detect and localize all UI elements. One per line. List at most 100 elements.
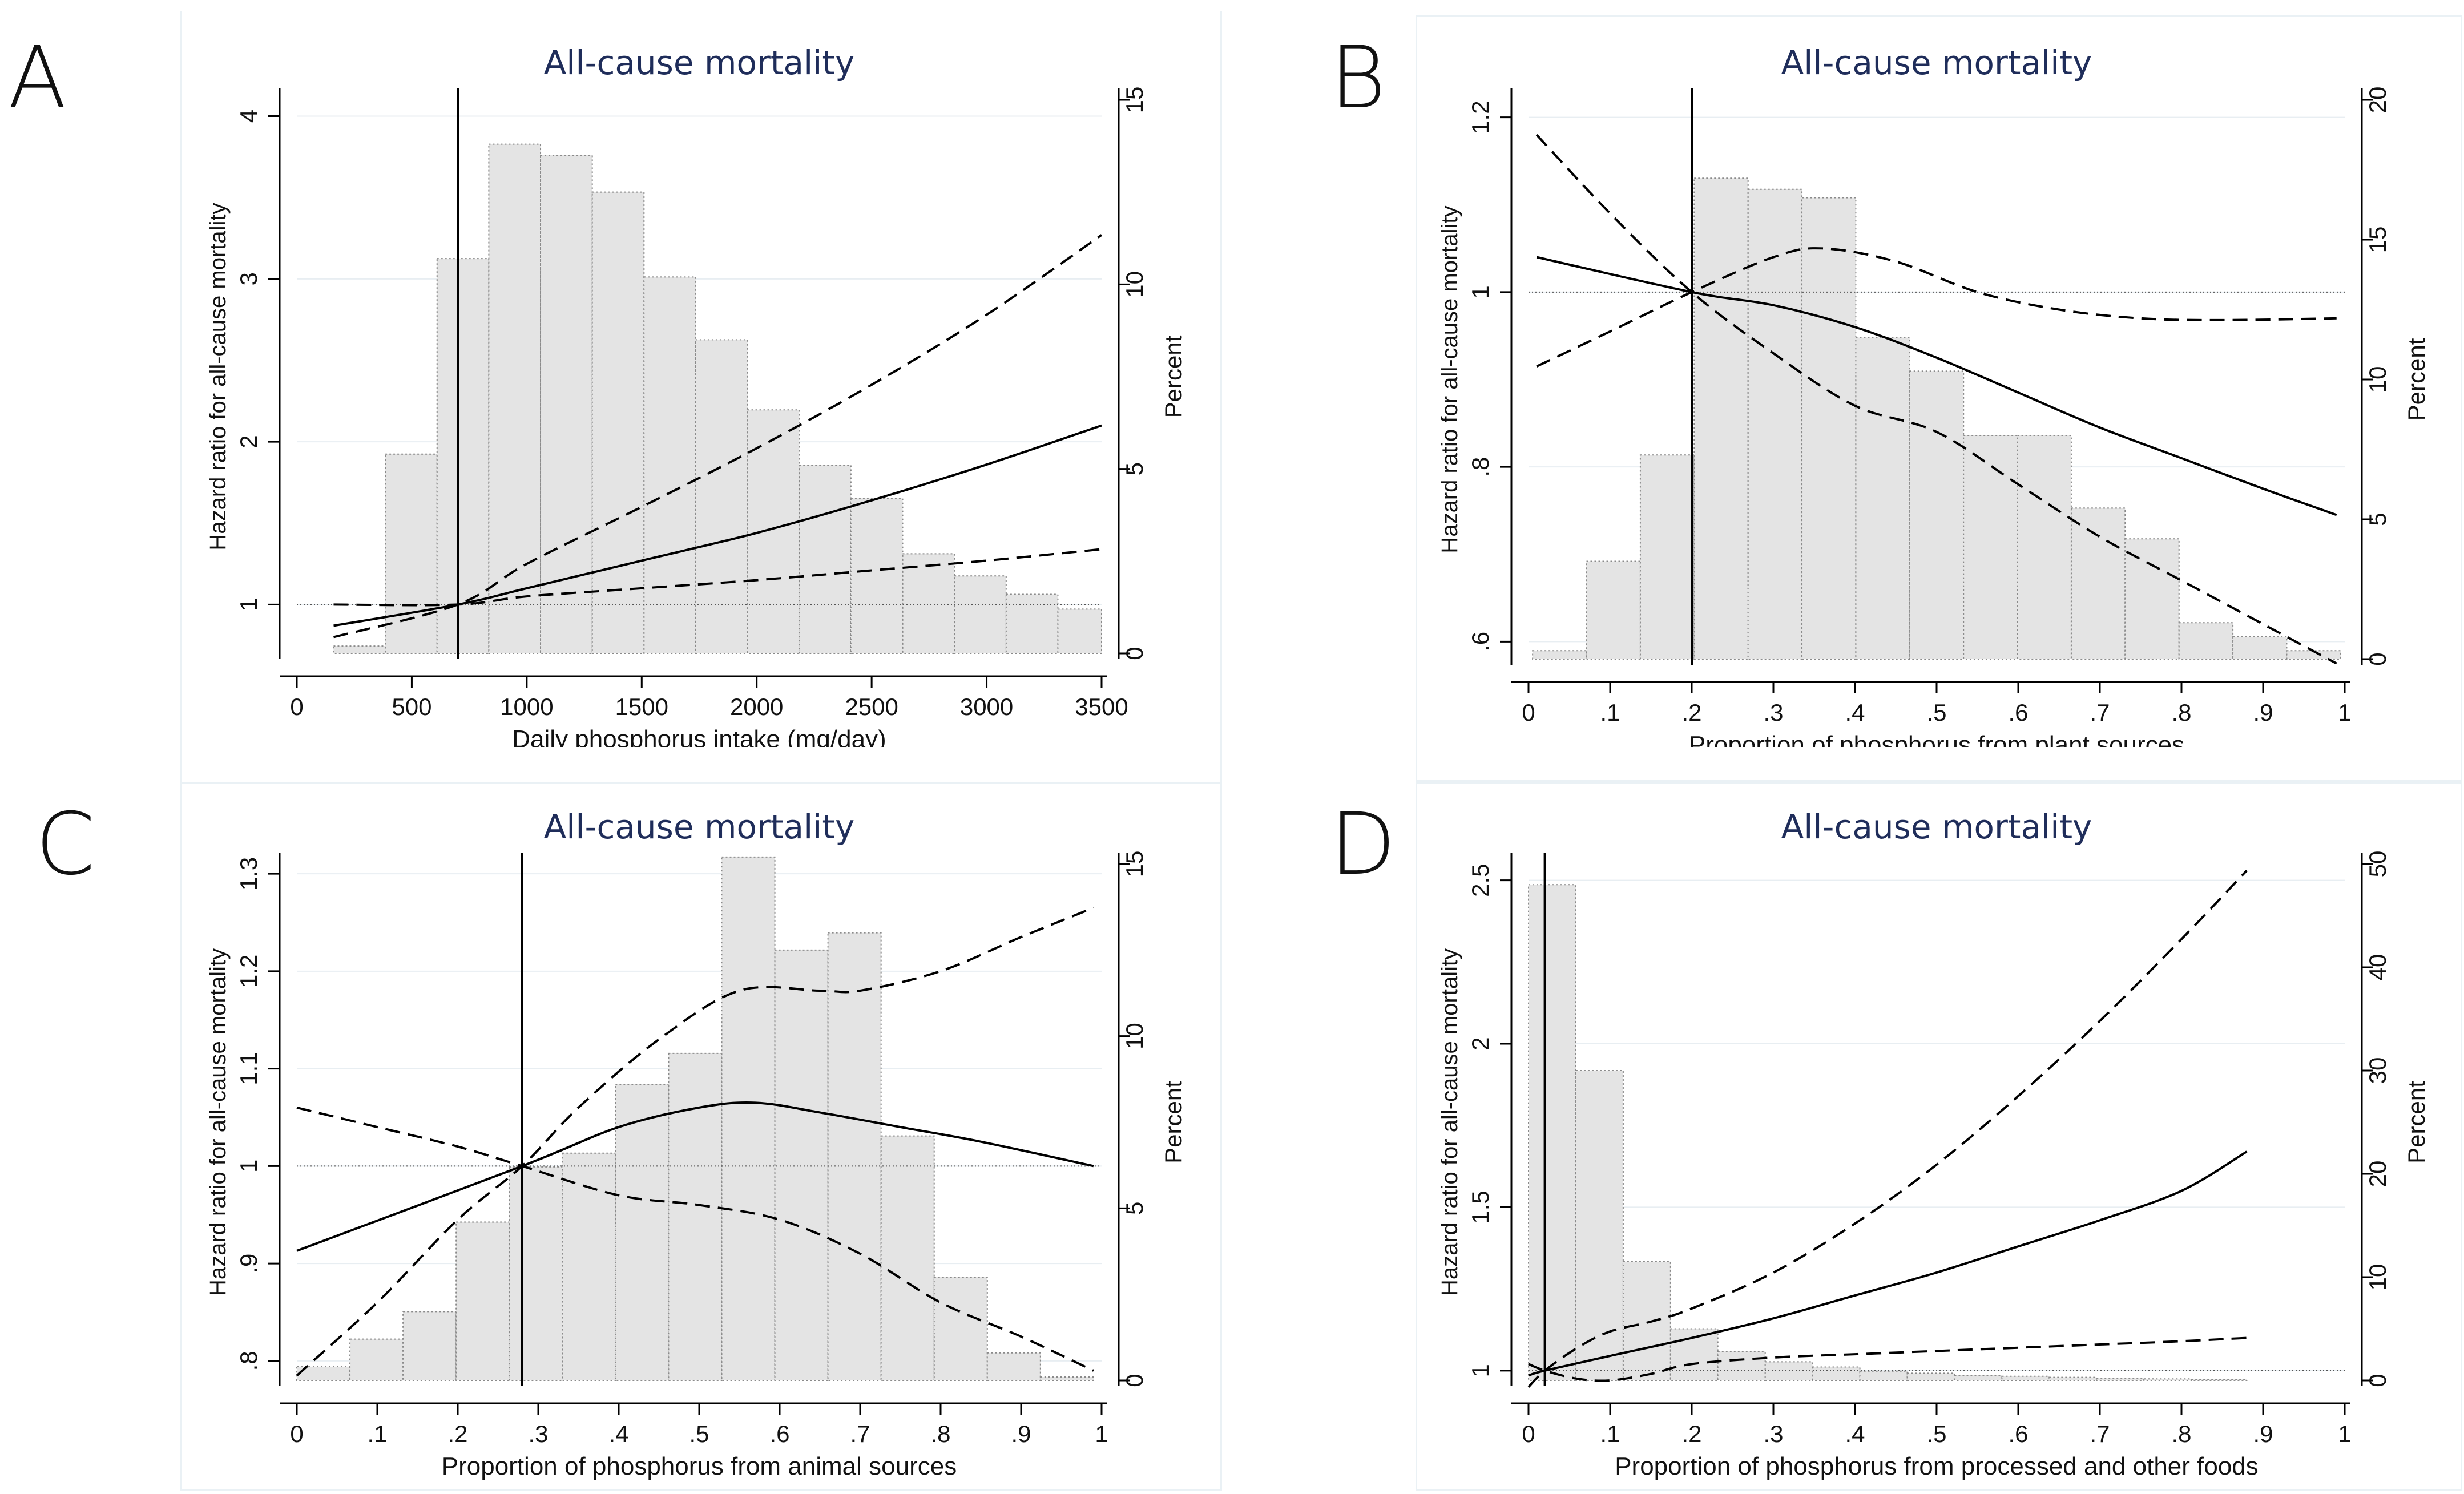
panel-d-frame xyxy=(1416,782,2462,1491)
y-tick-label: .9 xyxy=(235,1254,262,1274)
histogram-bar xyxy=(902,553,955,655)
histogram-bar xyxy=(2232,636,2288,660)
ci-curve xyxy=(1527,870,2248,1388)
y2-tick-label: 10 xyxy=(1121,271,1148,298)
x-tick-label: 0 xyxy=(290,1420,303,1447)
y-tick-label: 1 xyxy=(1467,1364,1494,1377)
histogram-bar xyxy=(721,856,776,1381)
histogram-bar xyxy=(1639,454,1695,660)
y-tick-label: .6 xyxy=(1467,632,1494,652)
x-tick-label: 1 xyxy=(1095,1420,1108,1447)
y2-tick-label: 10 xyxy=(1121,1023,1148,1049)
hazard-ratio-curve xyxy=(1536,256,2337,516)
chart-title: All-cause mortality xyxy=(1781,43,2092,82)
y-axis-label: Hazard ratio for all-cause mortality xyxy=(205,203,231,550)
y-tick-label: 1.3 xyxy=(235,857,262,890)
histogram-bar xyxy=(986,1352,1041,1381)
x-tick-label: 0 xyxy=(290,693,303,720)
panel-b-chart: 0 .1 .2 .3 .4 .5 .6 .7 .8 .9 1 .6 .8 1 1.2 0 5 10 15 20 All-… xyxy=(1437,43,2430,747)
hazard-ratio-curve xyxy=(333,424,1102,627)
y2-tick-label: 0 xyxy=(2364,1374,2391,1387)
x-tick-label: 0 xyxy=(1522,699,1535,726)
chart-title: All-cause mortality xyxy=(544,43,855,82)
y-tick-label: 1.2 xyxy=(1467,100,1494,134)
ci-curve xyxy=(333,548,1102,607)
ci-curve xyxy=(1528,1336,2247,1382)
panel-a: A 0 500 1000 1500 2000 2500 3000 3500 1 2 3 4 0 5 10 15… xyxy=(0,0,1232,783)
histogram-bar xyxy=(540,155,593,654)
chart-title: All-cause mortality xyxy=(1781,807,2092,846)
panel-c: C 0 .1 .2 .3 .4 .5 .6 .7 .8 .9 1 .8 .9 1 1.1 1.2 1.3 0 5 10… xyxy=(0,747,1232,1494)
x-axis-label: Proportion of phosphorus from plant sour… xyxy=(1689,731,2184,747)
histogram-bar xyxy=(2001,1375,2050,1382)
histogram-bar xyxy=(2286,650,2341,660)
histogram-bar xyxy=(880,1135,935,1382)
histogram-bar xyxy=(2178,622,2234,660)
hazard-ratio-curve xyxy=(296,1101,1094,1252)
x-axis-label: Proportion of phosphorus from processed … xyxy=(1615,1452,2259,1480)
histogram-bar xyxy=(591,191,645,654)
histogram-bar xyxy=(1717,1351,1766,1381)
histogram-bar xyxy=(1528,884,1576,1381)
ci-curve xyxy=(333,234,1103,639)
x-tick-label: 3500 xyxy=(1075,693,1128,720)
x-tick-label: .7 xyxy=(2090,699,2110,726)
ci-curve xyxy=(1535,134,2337,665)
x-tick-label: .4 xyxy=(1845,699,1865,726)
histogram-bar xyxy=(333,645,386,654)
ci-curve xyxy=(1536,247,2337,368)
y2-tick-label: 30 xyxy=(2364,1057,2391,1084)
histogram-bar xyxy=(2096,1378,2145,1382)
y-tick-label: .8 xyxy=(1467,457,1494,477)
x-tick-label: .9 xyxy=(2253,699,2273,726)
histogram-bar xyxy=(799,465,852,654)
x-tick-label: .8 xyxy=(2171,1420,2191,1447)
histogram-bar xyxy=(1532,650,1587,660)
histogram-bar xyxy=(385,453,438,654)
x-tick-label: .7 xyxy=(850,1420,870,1447)
panel-a-letter: A xyxy=(8,29,67,128)
x-tick-label: 1 xyxy=(2338,699,2351,726)
x-tick-label: .5 xyxy=(1926,699,1946,726)
x-tick-label: .2 xyxy=(1681,699,1701,726)
x-tick-label: .6 xyxy=(2008,699,2028,726)
x-tick-label: 3000 xyxy=(960,693,1013,720)
y-axis-label: Hazard ratio for all-cause mortality xyxy=(1437,948,1462,1296)
histogram-bar xyxy=(349,1338,404,1381)
y2-tick-label: 5 xyxy=(2364,512,2391,526)
histogram-bar xyxy=(643,276,696,654)
histogram-bar xyxy=(436,258,490,655)
y-tick-label: 3 xyxy=(235,272,262,285)
chart-title: All-cause mortality xyxy=(544,807,855,846)
histogram-bar xyxy=(1812,1366,1861,1381)
y2-tick-label: 5 xyxy=(1121,462,1148,475)
y2-tick-label: 0 xyxy=(1121,1374,1148,1387)
x-tick-label: 2000 xyxy=(730,693,783,720)
x-tick-label: 1000 xyxy=(500,693,553,720)
y-tick-label: 1.2 xyxy=(235,955,262,988)
x-tick-label: .9 xyxy=(2253,1420,2273,1447)
y2-tick-label: 15 xyxy=(2364,227,2391,253)
panel-b: B 0 .1 .2 .3 .4 .5 .6 .7 .8 .9 1 .6 .8 1 1.2 0 5 10 15 20 Al… xyxy=(1232,0,2464,782)
x-tick-label: .2 xyxy=(1681,1420,1701,1447)
y-axis-label: Hazard ratio for all-cause mortality xyxy=(1437,205,1462,553)
histogram-bar xyxy=(509,1166,563,1382)
y-tick-label: 2 xyxy=(1467,1037,1494,1050)
histogram-bar xyxy=(1747,188,1803,660)
histogram-bar xyxy=(1906,1372,1955,1381)
panel-b-letter: B xyxy=(1330,29,1386,128)
y2-axis-label: Percent xyxy=(2403,338,2430,421)
histogram-bar xyxy=(1575,1070,1624,1381)
histogram-bar xyxy=(615,1084,670,1381)
x-tick-label: .1 xyxy=(367,1420,387,1447)
histogram-bar xyxy=(1954,1374,2003,1381)
y2-tick-label: 15 xyxy=(1121,851,1148,878)
x-tick-label: .8 xyxy=(2171,699,2191,726)
histogram-bar xyxy=(850,498,904,655)
y2-tick-label: 10 xyxy=(2364,1264,2391,1291)
y2-tick-label: 0 xyxy=(1121,647,1148,660)
panel-c-chart: 0 .1 .2 .3 .4 .5 .6 .7 .8 .9 1 .8 .9 1 1.1 1.2 1.3 0 5 10 15… xyxy=(205,807,1187,1480)
x-tick-label: 0 xyxy=(1522,1420,1535,1447)
y-tick-label: 1.1 xyxy=(235,1052,262,1085)
x-tick-label: .7 xyxy=(2090,1420,2110,1447)
